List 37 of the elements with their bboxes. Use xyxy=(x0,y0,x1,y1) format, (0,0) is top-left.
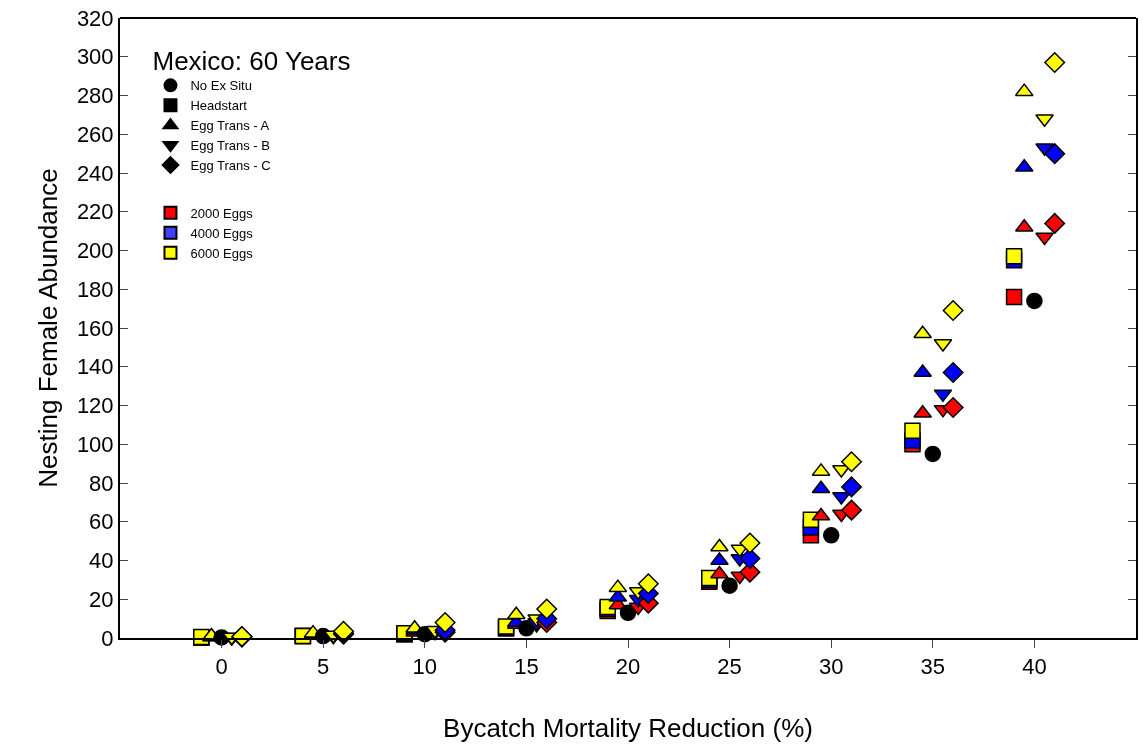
x-tick-label: 35 xyxy=(920,654,946,680)
legend-label: 4000 Eggs xyxy=(190,225,254,241)
y-tick-label: 100 xyxy=(76,431,114,457)
x-tick-label: 30 xyxy=(818,654,844,680)
x-tick-label: 20 xyxy=(615,654,641,680)
legend-label: Egg Trans - A xyxy=(190,118,270,134)
x-tick-label: 40 xyxy=(1022,654,1047,680)
y-tick-label: 320 xyxy=(76,5,114,31)
y-tick-label: 220 xyxy=(76,199,114,225)
y-tick-label: 240 xyxy=(76,160,114,186)
x-tick-label: 25 xyxy=(717,654,742,680)
y-tick-label: 280 xyxy=(76,83,114,109)
y-tick-label: 80 xyxy=(89,470,114,496)
y-tick-label: 0 xyxy=(101,625,114,651)
y-tick-label: 200 xyxy=(76,238,114,264)
legend-label: Egg Trans - B xyxy=(190,138,270,154)
y-axis-title: Nesting Female Abundance xyxy=(32,168,63,488)
legend-label: Egg Trans - C xyxy=(190,158,271,174)
x-axis-title: Bycatch Mortality Reduction (%) xyxy=(443,712,813,743)
y-tick-label: 160 xyxy=(76,315,114,341)
y-tick-label: 60 xyxy=(89,509,114,535)
legend-label: No Ex Situ xyxy=(190,78,252,94)
y-tick-label: 40 xyxy=(89,548,114,574)
y-tick-label: 260 xyxy=(76,121,114,147)
x-tick-label: 0 xyxy=(215,654,228,680)
legend-label: 6000 Eggs xyxy=(190,245,254,261)
legend-title: Mexico: 60 Years xyxy=(152,46,351,77)
x-tick-label: 5 xyxy=(317,654,330,680)
x-tick-label: 15 xyxy=(514,654,539,680)
y-tick-label: 120 xyxy=(76,393,114,419)
legend-label: 2000 Eggs xyxy=(190,205,254,221)
y-tick-label: 300 xyxy=(76,44,114,70)
y-tick-label: 140 xyxy=(76,354,114,380)
legend-label: Headstart xyxy=(190,98,248,114)
y-tick-label: 20 xyxy=(89,586,114,612)
x-tick-label: 10 xyxy=(412,654,438,680)
y-tick-label: 180 xyxy=(76,276,114,302)
